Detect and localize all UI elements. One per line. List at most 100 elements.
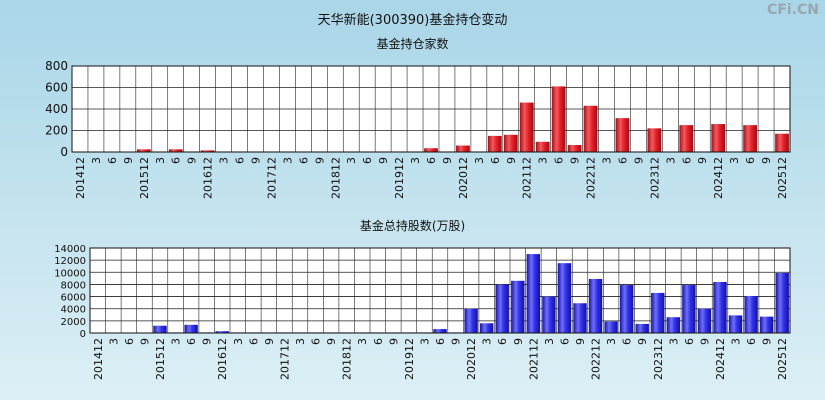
- chart1-bar: [551, 86, 566, 152]
- chart2-xtick-label: 9: [138, 338, 151, 345]
- chart1-xtick-label: 6: [680, 157, 693, 164]
- chart2-xtick-label: 201912: [403, 338, 416, 380]
- chart2-bar: [775, 272, 789, 333]
- chart1-xtick-label: 201612: [202, 157, 215, 199]
- chart2-bar: [759, 316, 774, 333]
- chart2-xtick-label: 9: [574, 338, 587, 345]
- chart2-xtick-label: 202412: [714, 338, 727, 380]
- chart2-bar: [728, 315, 743, 333]
- chart2-xtick-label: 6: [621, 338, 634, 345]
- chart1-xtick-label: 202412: [712, 157, 725, 199]
- chart2-xtick-label: 3: [605, 338, 618, 345]
- chart1-xtick-label: 9: [186, 157, 199, 164]
- chart2-bar: [713, 282, 727, 333]
- chart1-bar: [679, 125, 694, 152]
- chart1-xtick-label: 6: [489, 157, 502, 164]
- chart1-xtick-label: 201912: [393, 157, 406, 199]
- chart2-bar: [153, 325, 167, 333]
- chart1-ytick-label: 400: [45, 102, 68, 116]
- chart1-xtick-label: 6: [297, 157, 310, 164]
- chart1-xtick-label: 3: [409, 157, 422, 164]
- chart2-xtick-label: 6: [123, 338, 136, 345]
- chart2-bar: [666, 317, 681, 333]
- chart2-xtick-label: 6: [558, 338, 571, 345]
- chart2-bar: [184, 324, 198, 333]
- chart2-xtick-label: 202512: [776, 338, 789, 380]
- chart2-xtick-label: 6: [434, 338, 447, 345]
- chart1-bar: [583, 105, 598, 152]
- chart1-ytick-label: 800: [45, 59, 68, 73]
- chart2-xtick-label: 6: [185, 338, 198, 345]
- chart2-xtick-label: 9: [263, 338, 276, 345]
- chart2-xtick-label: 3: [232, 338, 245, 345]
- chart2-xtick-label: 3: [356, 338, 369, 345]
- chart1-bar: [535, 141, 550, 152]
- chart1-xtick-label: 3: [154, 157, 167, 164]
- chart1-xtick-label: 9: [441, 157, 454, 164]
- chart1-ytick-label: 200: [45, 124, 68, 138]
- chart2-bar: [479, 323, 494, 333]
- chart2-bar: [215, 331, 229, 333]
- chart1-xtick-label: 202512: [776, 157, 789, 199]
- chart1-bar: [743, 125, 757, 152]
- chart2-bar: [557, 263, 572, 333]
- chart2-xtick-label: 201612: [216, 338, 229, 380]
- chart2-xtick-label: 3: [730, 338, 743, 345]
- chart2-xtick-label: 6: [372, 338, 385, 345]
- chart2-xtick-label: 9: [761, 338, 774, 345]
- chart2-xtick-label: 201712: [278, 338, 291, 380]
- chart1-xtick-label: 6: [553, 157, 566, 164]
- chart2-ytick-label: 10000: [54, 268, 86, 279]
- chart2-xtick-label: 202212: [590, 338, 603, 380]
- chart1-xtick-label: 201712: [265, 157, 278, 199]
- chart1-xtick-label: 9: [696, 157, 709, 164]
- watermark-logo: CFi.CN: [767, 2, 819, 18]
- chart2-xtick-label: 202012: [465, 338, 478, 380]
- chart2-bar: [744, 295, 758, 333]
- chart2-bar: [697, 308, 712, 333]
- chart2-xtick-label: 3: [294, 338, 307, 345]
- chart1-xtick-label: 9: [569, 157, 582, 164]
- chart1-bar: [200, 150, 215, 152]
- chart2-xtick-label: 9: [450, 338, 463, 345]
- chart1-bar: [487, 135, 502, 152]
- chart1-bar: [711, 124, 726, 152]
- chart2-ytick-label: 8000: [61, 280, 86, 291]
- chart1-bar: [519, 102, 534, 152]
- chart1-xtick-label: 3: [664, 157, 677, 164]
- chart1-xtick-label: 6: [744, 157, 757, 164]
- chart2-bar: [682, 285, 696, 333]
- chart2-xtick-label: 9: [387, 338, 400, 345]
- chart1-xtick-label: 3: [537, 157, 550, 164]
- chart2-plot-border: [89, 247, 791, 334]
- chart2-xtick-label: 6: [683, 338, 696, 345]
- chart2-bar: [635, 323, 649, 333]
- chart1-xtick-label: 9: [313, 157, 326, 164]
- chart2-ytick-label: 14000: [54, 244, 86, 255]
- chart2-title: 基金总持股数(万股): [359, 219, 466, 233]
- chart1-xtick-label: 3: [345, 157, 358, 164]
- chart2-bar: [526, 254, 541, 333]
- chart1-bar: [456, 145, 470, 152]
- chart1-xtick-label: 9: [505, 157, 518, 164]
- chart2-xtick-label: 9: [325, 338, 338, 345]
- chart2-xtick-label: 3: [481, 338, 494, 345]
- chart2-xtick-label: 6: [496, 338, 509, 345]
- page-title: 天华新能(300390)基金持仓变动: [317, 13, 508, 28]
- chart2-bar: [651, 292, 665, 333]
- chart1-ytick-label: 0: [60, 145, 68, 159]
- chart1-xtick-label: 201812: [329, 157, 342, 199]
- chart2-xtick-label: 9: [698, 338, 711, 345]
- chart2-ytick-label: 6000: [61, 293, 86, 304]
- chart2-bar: [495, 284, 509, 333]
- chart2-xtick-label: 3: [418, 338, 431, 345]
- chart2-ytick-label: 0: [80, 329, 86, 340]
- chart2-bar: [588, 278, 603, 333]
- chart2-xtick-label: 6: [745, 338, 758, 345]
- chart1-xtick-label: 3: [218, 157, 231, 164]
- chart2-bar: [464, 308, 478, 333]
- chart2-bar: [542, 296, 556, 333]
